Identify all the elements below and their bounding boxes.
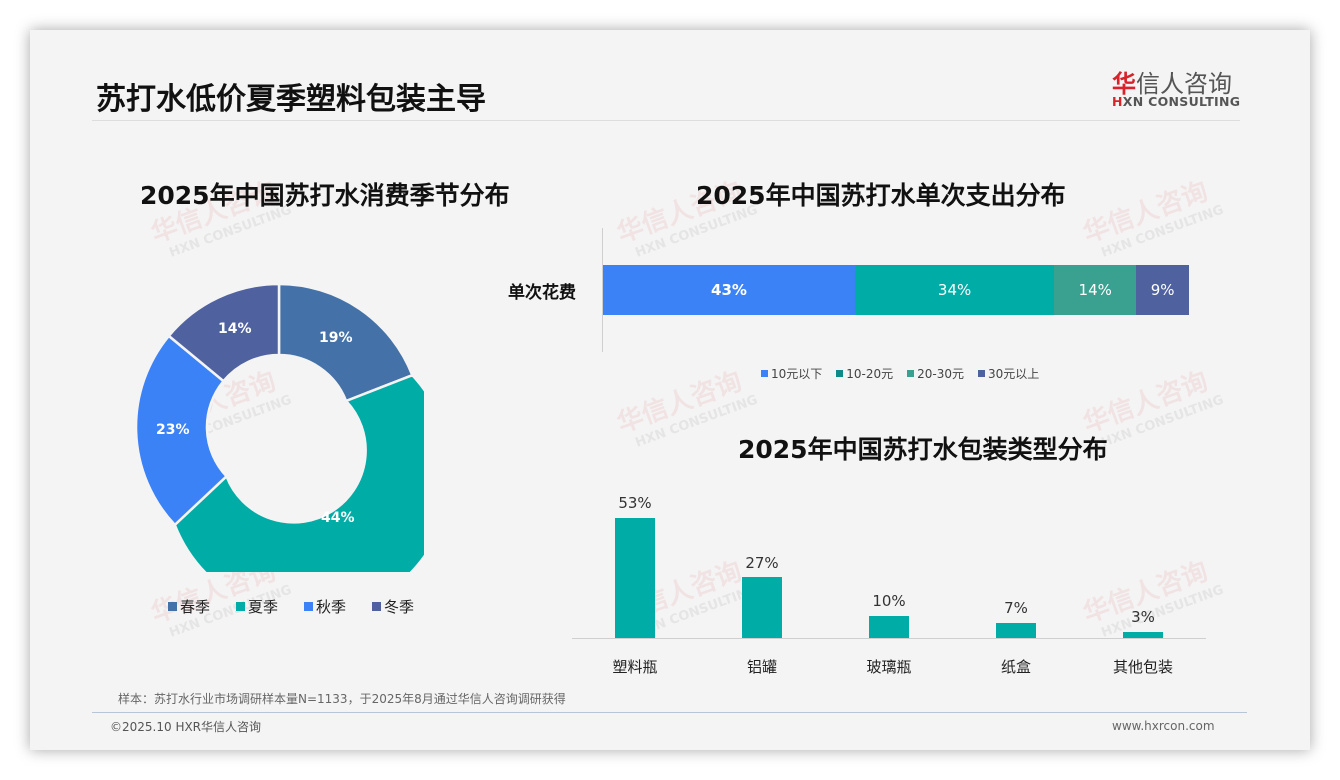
column-chart-title: 2025年中国苏打水包装类型分布 bbox=[738, 435, 1108, 464]
donut-legend: 春季 夏季 秋季 冬季 bbox=[168, 596, 440, 617]
bar-other bbox=[1123, 632, 1163, 638]
segment-10-20: 34% bbox=[854, 265, 1055, 315]
brand-logo-en: HXN CONSULTING bbox=[1112, 94, 1240, 109]
y-axis-line bbox=[602, 228, 603, 352]
bar-plastic-bottle bbox=[615, 518, 655, 638]
legend-item-winter[interactable]: 冬季 bbox=[372, 596, 414, 617]
logo-red-char: 华 bbox=[1112, 70, 1136, 98]
legend-swatch bbox=[907, 370, 915, 377]
bar-category-other: 其他包装 bbox=[1112, 658, 1173, 676]
legend-swatch bbox=[236, 602, 246, 611]
x-axis-line bbox=[572, 638, 1206, 639]
bar-value-glass-bottle: 10% bbox=[872, 592, 906, 610]
donut-label-winter: 14% bbox=[218, 321, 252, 337]
slide: 苏打水低价夏季塑料包装主导 华信人咨询 HXN CONSULTING 华信人咨询… bbox=[30, 30, 1310, 750]
copyright: ©2025.10 HXR华信人咨询 bbox=[110, 720, 262, 734]
donut-slice-winter bbox=[167, 282, 281, 383]
segment-20-30: 14% bbox=[1054, 265, 1137, 315]
stacked-category-label: 单次花费 bbox=[508, 283, 576, 303]
segment-under-10: 43% bbox=[603, 265, 855, 315]
title-divider bbox=[92, 120, 1240, 121]
legend-item-spring[interactable]: 春季 bbox=[168, 596, 210, 617]
donut-chart-title: 2025年中国苏打水消费季节分布 bbox=[140, 181, 510, 210]
legend-item-10-20[interactable]: 10-20元 bbox=[836, 365, 893, 382]
legend-item-summer[interactable]: 夏季 bbox=[236, 596, 278, 617]
sample-footnote: 样本：苏打水行业市场调研样本量N=1133，于2025年8月通过华信人咨询调研获… bbox=[118, 692, 566, 706]
legend-swatch bbox=[372, 602, 382, 611]
bar-aluminum-can bbox=[742, 577, 782, 638]
stacked-chart-title: 2025年中国苏打水单次支出分布 bbox=[696, 181, 1066, 210]
bar-value-plastic-bottle: 53% bbox=[618, 494, 652, 512]
page-title: 苏打水低价夏季塑料包装主导 bbox=[96, 82, 486, 117]
watermark: 华信人咨询 HXN CONSULTING bbox=[1079, 176, 1226, 261]
donut-label-autumn: 23% bbox=[156, 422, 190, 438]
logo-text: 信人咨询 bbox=[1136, 70, 1232, 98]
brand-logo-cn: 华信人咨询 bbox=[1112, 64, 1232, 99]
bar-category-plastic-bottle: 塑料瓶 bbox=[612, 658, 658, 676]
donut-label-summer: 44% bbox=[321, 510, 355, 526]
legend-swatch bbox=[978, 370, 986, 377]
legend-item-under-10[interactable]: 10元以下 bbox=[761, 365, 822, 382]
donut-label-spring: 19% bbox=[319, 330, 353, 346]
bar-value-aluminum-can: 27% bbox=[745, 554, 779, 572]
legend-swatch bbox=[836, 370, 844, 377]
stacked-legend: 10元以下 10-20元 20-30元 30元以上 bbox=[761, 365, 1053, 382]
logo-en-text: XN CONSULTING bbox=[1122, 94, 1241, 109]
bar-value-other: 3% bbox=[1131, 608, 1155, 626]
legend-swatch bbox=[168, 602, 177, 611]
legend-swatch bbox=[761, 370, 768, 377]
bar-category-aluminum-can: 铝罐 bbox=[746, 658, 777, 676]
bar-glass-bottle bbox=[869, 616, 909, 638]
legend-item-autumn[interactable]: 秋季 bbox=[304, 596, 346, 617]
donut-slice-autumn bbox=[134, 334, 229, 527]
logo-en-red: H bbox=[1112, 94, 1123, 109]
segment-over-30: 9% bbox=[1136, 265, 1189, 315]
website-link[interactable]: www.hxrcon.com bbox=[1112, 719, 1215, 733]
legend-item-over-30[interactable]: 30元以上 bbox=[978, 365, 1039, 382]
bar-carton bbox=[996, 623, 1036, 638]
donut-slice-summer bbox=[173, 373, 424, 572]
stacked-bar: 43% 34% 14% 9% bbox=[603, 265, 1189, 315]
footer-divider bbox=[92, 712, 1247, 713]
column-chart: 53% 27% 10% 7% 3% bbox=[572, 470, 1206, 638]
bar-value-carton: 7% bbox=[1004, 599, 1028, 617]
donut-chart bbox=[134, 282, 424, 572]
legend-swatch bbox=[304, 602, 314, 611]
donut-slice-spring bbox=[277, 282, 414, 403]
legend-item-20-30[interactable]: 20-30元 bbox=[907, 365, 964, 382]
bar-category-glass-bottle: 玻璃瓶 bbox=[866, 658, 912, 676]
bar-category-carton: 纸盒 bbox=[1000, 658, 1031, 676]
